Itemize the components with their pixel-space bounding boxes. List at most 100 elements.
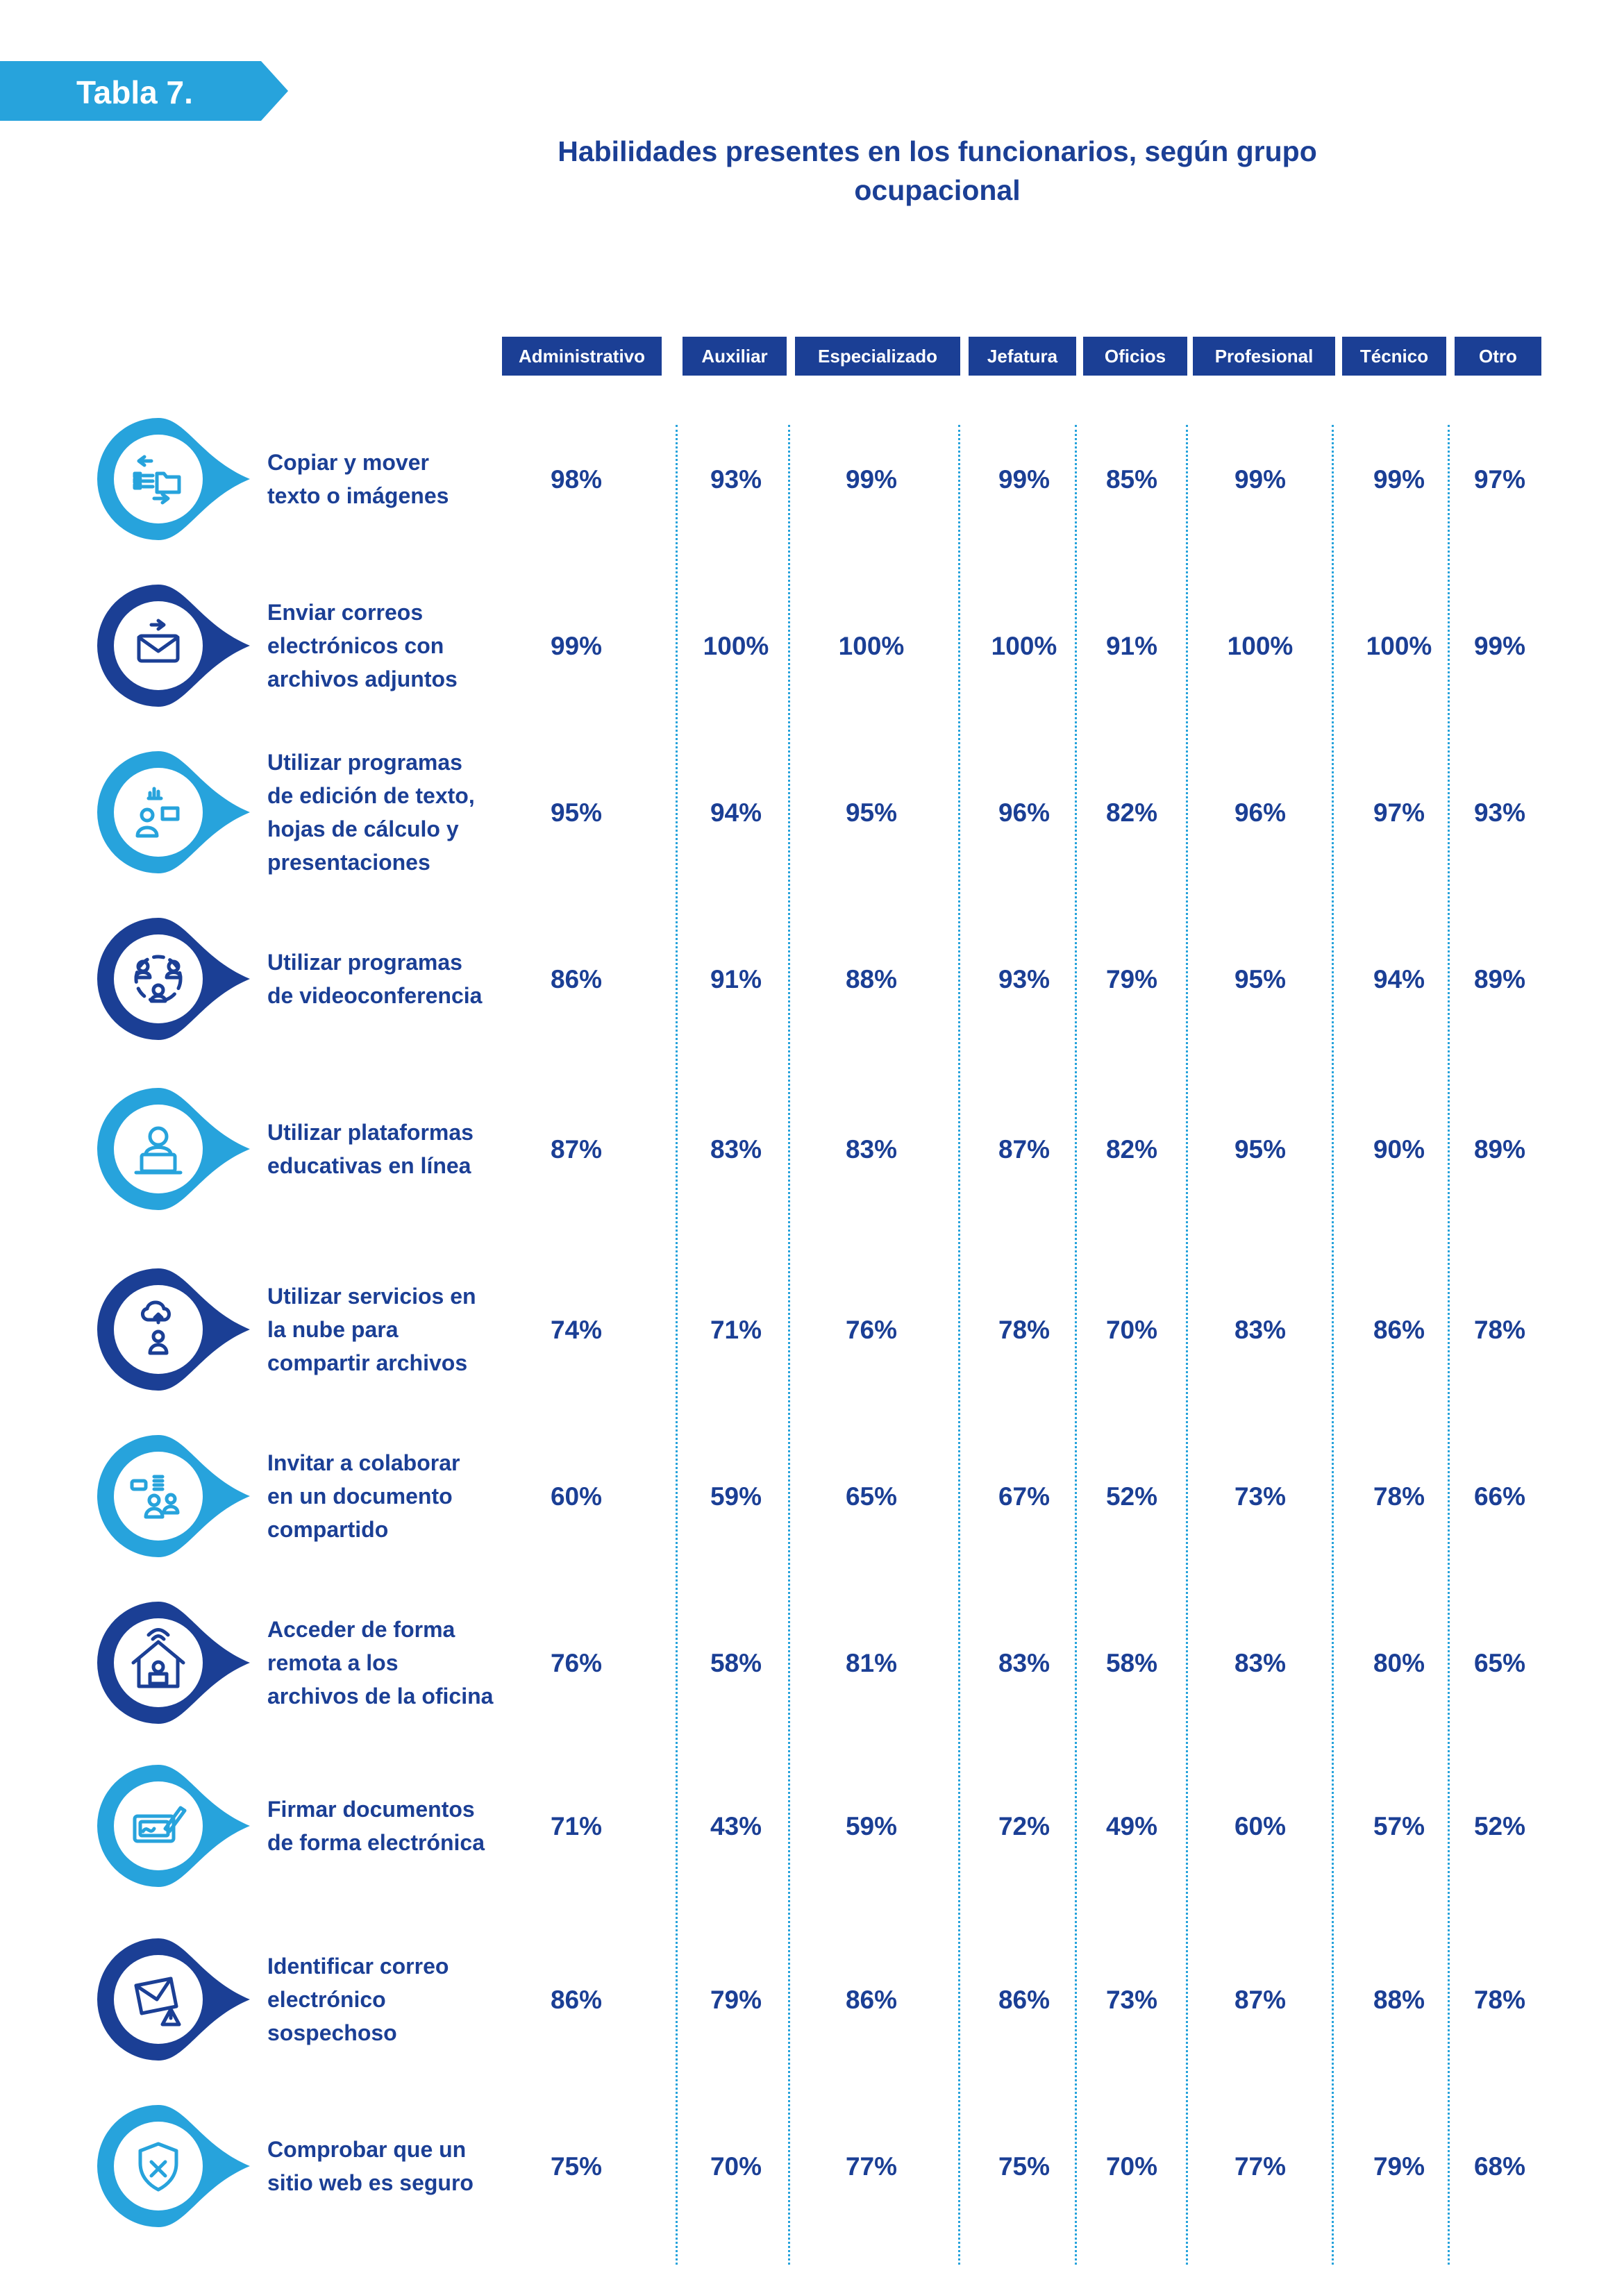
column-header: Especializado	[795, 337, 960, 376]
percentage-cell: 89%	[1473, 965, 1526, 993]
percentage-cell: 67%	[998, 1482, 1050, 1511]
percentage-cell: 76%	[845, 1316, 898, 1344]
percentage-cell: 70%	[1105, 1316, 1158, 1344]
e-learning-icon	[96, 1087, 256, 1211]
skill-label: Enviar correos electrónicos con archivos a…	[267, 596, 510, 696]
skill-label-line: Utilizar servicios en	[267, 1284, 476, 1309]
column-separator	[1332, 425, 1334, 2265]
percentage-cell: 59%	[710, 1482, 762, 1511]
percentage-cell: 80%	[1373, 1649, 1425, 1677]
percentage-cell: 83%	[710, 1135, 762, 1164]
percentage-cell: 79%	[1105, 965, 1158, 993]
column-separator	[1075, 425, 1077, 2265]
percentage-cell: 58%	[1105, 1649, 1158, 1677]
percentage-cell: 87%	[550, 1135, 603, 1164]
remote-access-icon	[96, 1600, 256, 1725]
percentage-cell: 74%	[550, 1316, 603, 1344]
table-row: Enviar correos electrónicos con archivos a…	[0, 583, 1624, 722]
skill-label-line: compartido	[267, 1517, 389, 1542]
column-separator	[676, 425, 678, 2265]
skill-label-line: Utilizar plataformas	[267, 1120, 474, 1145]
email-attachment-icon	[96, 583, 256, 708]
percentage-cell: 95%	[550, 798, 603, 827]
table-row: Firmar documentos de forma electrónica 71%…	[0, 1763, 1624, 1902]
percentage-cell: 72%	[998, 1812, 1050, 1840]
skill-label-line: Identificar correo	[267, 1954, 449, 1979]
percentage-cell: 93%	[1473, 798, 1526, 827]
percentage-cell: 78%	[998, 1316, 1050, 1344]
percentage-cell: 94%	[1373, 965, 1425, 993]
skill-label-line: Invitar a colaborar	[267, 1450, 460, 1475]
skill-label-line: sitio web es seguro	[267, 2170, 474, 2195]
suspicious-email-icon	[96, 1937, 256, 2062]
percentage-cell: 100%	[703, 632, 769, 660]
cloud-share-icon	[96, 1267, 256, 1392]
percentage-cell: 52%	[1105, 1482, 1158, 1511]
table-row: Acceder de forma remota a los archivos de …	[0, 1600, 1624, 1739]
skill-label: Utilizar plataformas educativas en línea	[267, 1116, 510, 1182]
copy-move-icon	[96, 417, 256, 542]
percentage-cell: 86%	[550, 965, 603, 993]
skill-label-line: de forma electrónica	[267, 1830, 485, 1855]
percentage-cell: 73%	[1105, 1986, 1158, 2014]
percentage-cell: 60%	[1234, 1812, 1287, 1840]
percentage-cell: 83%	[1234, 1649, 1287, 1677]
percentage-cell: 96%	[1234, 798, 1287, 827]
table-row: Utilizar servicios en la nube para compart…	[0, 1267, 1624, 1406]
percentage-cell: 99%	[1373, 465, 1425, 494]
percentage-cell: 58%	[710, 1649, 762, 1677]
secure-site-icon	[96, 2104, 256, 2229]
percentage-cell: 85%	[1105, 465, 1158, 494]
skill-label: Utilizar programas de edición de texto, ho…	[267, 746, 510, 879]
percentage-cell: 82%	[1105, 1135, 1158, 1164]
skill-label-line: de videoconferencia	[267, 983, 483, 1008]
skill-label-line: Utilizar programas	[267, 950, 462, 975]
skill-label-line: Acceder de forma	[267, 1617, 455, 1642]
column-separator	[788, 425, 790, 2265]
percentage-cell: 78%	[1473, 1316, 1526, 1344]
skill-label-line: en un documento	[267, 1484, 453, 1509]
skill-label-line: de edición de texto,	[267, 783, 475, 808]
percentage-cell: 79%	[710, 1986, 762, 2014]
skill-label: Acceder de forma remota a los archivos de …	[267, 1613, 510, 1713]
percentage-cell: 76%	[550, 1649, 603, 1677]
percentage-cell: 82%	[1105, 798, 1158, 827]
percentage-cell: 57%	[1373, 1812, 1425, 1840]
percentage-cell: 86%	[550, 1986, 603, 2014]
skill-label-line: Enviar correos	[267, 600, 424, 625]
page-title: Habilidades presentes en los funcionario…	[542, 132, 1333, 210]
skill-label-line: Utilizar programas	[267, 750, 462, 775]
collaborate-icon	[96, 1434, 256, 1559]
skill-label-line: archivos adjuntos	[267, 666, 458, 691]
percentage-cell: 99%	[1473, 632, 1526, 660]
office-software-icon	[96, 750, 256, 875]
table-row: Copiar y mover texto o imágenes 98% 93% 99% 9…	[0, 417, 1624, 555]
column-separator	[1448, 425, 1450, 2265]
percentage-cell: 77%	[1234, 2152, 1287, 2181]
column-header: Administrativo	[502, 337, 662, 376]
percentage-cell: 83%	[845, 1135, 898, 1164]
column-separator	[958, 425, 960, 2265]
percentage-cell: 98%	[550, 465, 603, 494]
skill-label-line: electrónicos con	[267, 633, 444, 658]
skill-label-line: compartir archivos	[267, 1350, 468, 1375]
percentage-cell: 83%	[1234, 1316, 1287, 1344]
skill-label: Comprobar que un sitio web es seguro	[267, 2133, 510, 2199]
percentage-cell: 66%	[1473, 1482, 1526, 1511]
percentage-cell: 77%	[845, 2152, 898, 2181]
table-row: Utilizar plataformas educativas en línea 8…	[0, 1087, 1624, 1225]
skill-label-line: remota a los	[267, 1650, 399, 1675]
table-row: Utilizar programas de videoconferencia 86%…	[0, 916, 1624, 1055]
column-header: Otro	[1455, 337, 1541, 376]
percentage-cell: 100%	[991, 632, 1057, 660]
table-row: Utilizar programas de edición de texto, ho…	[0, 750, 1624, 889]
percentage-cell: 96%	[998, 798, 1050, 827]
column-separator	[1186, 425, 1188, 2265]
column-header: Técnico	[1342, 337, 1446, 376]
percentage-cell: 93%	[998, 965, 1050, 993]
percentage-cell: 91%	[710, 965, 762, 993]
table-tag-text: Tabla 7.	[76, 74, 193, 110]
skill-label-line: presentaciones	[267, 850, 430, 875]
percentage-cell: 100%	[1227, 632, 1294, 660]
percentage-cell: 73%	[1234, 1482, 1287, 1511]
